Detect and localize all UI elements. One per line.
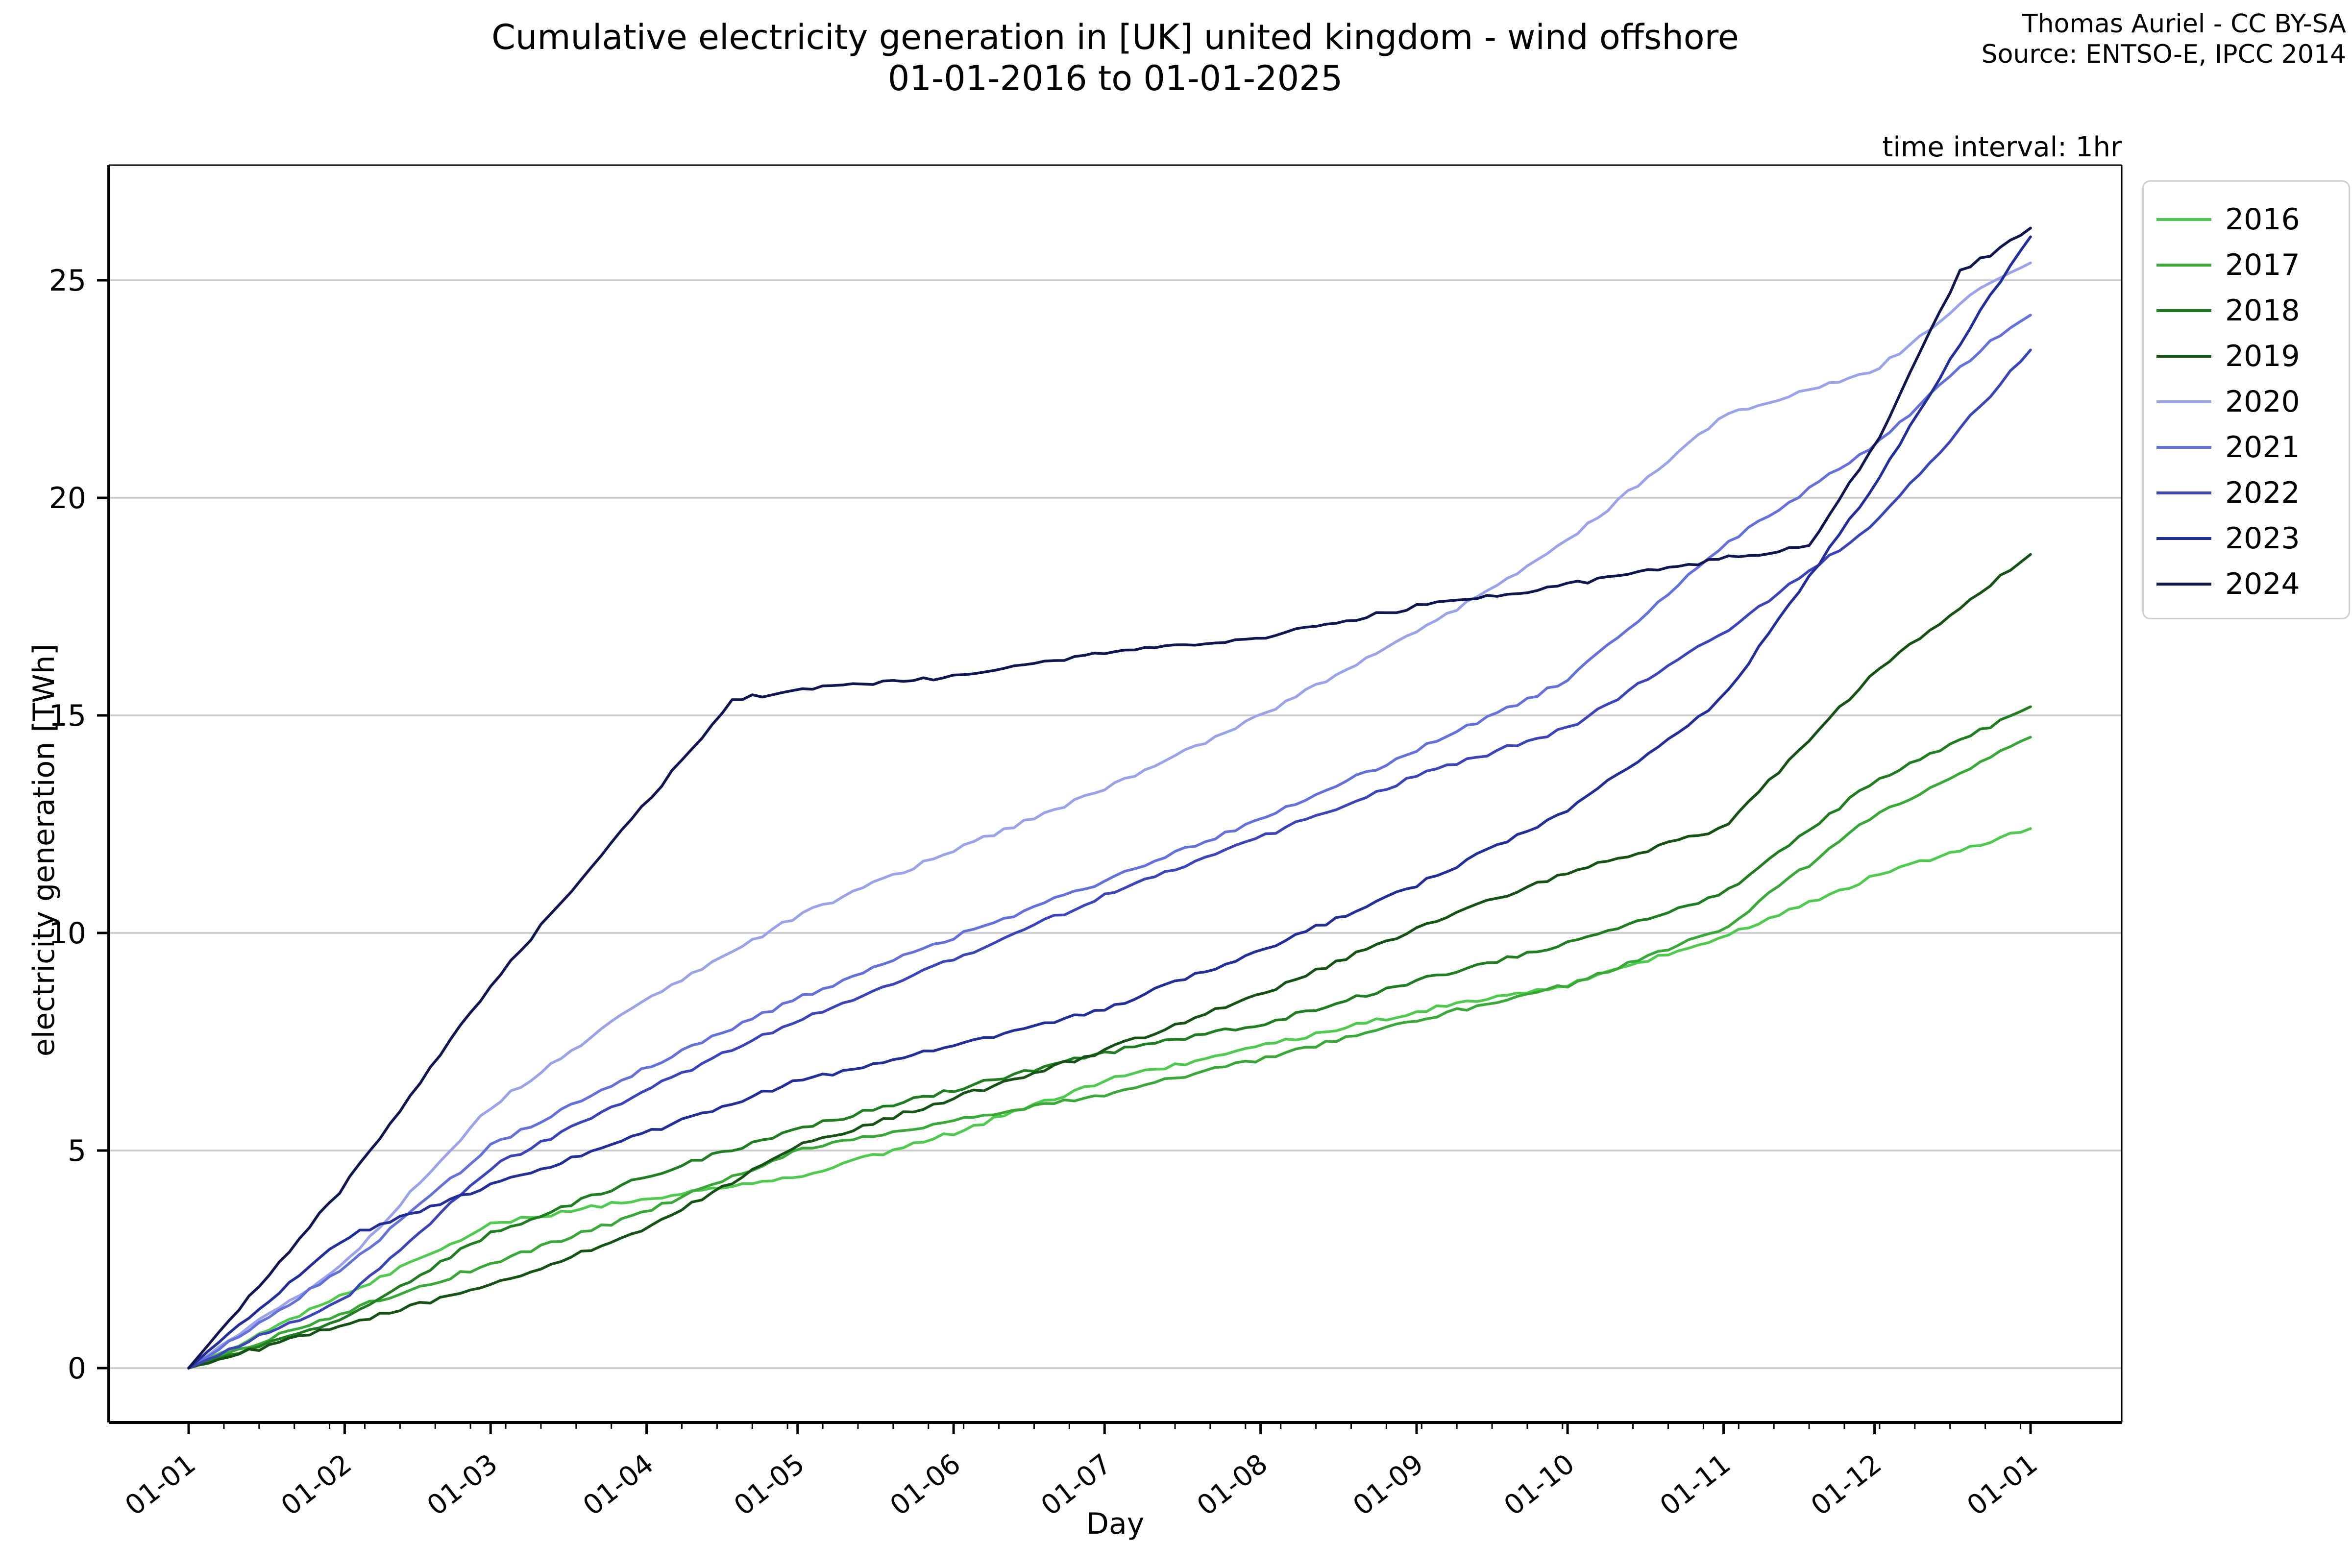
series-line-2021 — [187, 314, 2032, 1370]
time-interval-note: time interval: 1hr — [1882, 131, 2122, 163]
legend-label-2024: 2024 — [2225, 566, 2300, 601]
legend-label-2020: 2020 — [2225, 384, 2300, 419]
legend-entry-2020: 2020 — [2144, 379, 2349, 424]
xtick-label-6: 01-07 — [1035, 1448, 1118, 1522]
ytick-label-10: 10 — [49, 916, 86, 951]
legend-line-swatch-2024 — [2156, 582, 2211, 586]
xtick-label-1: 01-02 — [275, 1448, 358, 1522]
xtick-label-5: 01-06 — [884, 1448, 966, 1522]
xtick-label-4: 01-05 — [728, 1448, 810, 1522]
legend-line-swatch-2023 — [2156, 537, 2211, 540]
legend-label-2017: 2017 — [2225, 247, 2300, 282]
x-axis-label: Day — [1086, 1507, 1145, 1541]
series-line-2023 — [187, 235, 2032, 1370]
ytick-label-25: 25 — [49, 264, 86, 298]
attribution-source: Source: ENTSO-E, IPCC 2014 — [1981, 40, 2346, 69]
legend-line-swatch-2022 — [2156, 491, 2211, 494]
xtick-label-9: 01-10 — [1498, 1448, 1580, 1522]
legend-label-2018: 2018 — [2225, 293, 2300, 328]
legend-line-swatch-2017 — [2156, 263, 2211, 267]
legend-line-swatch-2020 — [2156, 400, 2211, 403]
series-line-2018 — [187, 705, 2032, 1370]
series-line-2020 — [187, 261, 2032, 1370]
xtick-label-11: 01-12 — [1805, 1448, 1887, 1522]
legend-entry-2024: 2024 — [2144, 561, 2349, 607]
xtick-label-8: 01-09 — [1347, 1448, 1429, 1522]
legend-entry-2017: 2017 — [2144, 242, 2349, 288]
ytick-label-0: 0 — [68, 1351, 86, 1386]
xtick-label-0: 01-01 — [119, 1448, 201, 1522]
series-line-2017 — [187, 735, 2032, 1370]
series-line-2024 — [187, 226, 2032, 1370]
attribution: Thomas Auriel - CC BY-SA Source: ENTSO-E… — [1982, 9, 2346, 70]
legend-line-swatch-2018 — [2156, 309, 2211, 312]
xtick-label-3: 01-04 — [577, 1448, 660, 1522]
legend-label-2019: 2019 — [2225, 339, 2300, 373]
xtick-label-2: 01-03 — [421, 1448, 504, 1522]
attribution-author: Thomas Auriel - CC BY-SA — [2022, 9, 2346, 39]
xtick-label-10: 01-11 — [1654, 1448, 1737, 1522]
legend-label-2016: 2016 — [2225, 202, 2300, 237]
chart-title-line2: 01-01-2016 to 01-01-2025 — [887, 58, 1343, 98]
ytick-label-5: 5 — [68, 1134, 86, 1168]
legend-line-swatch-2021 — [2156, 445, 2211, 449]
chart-title: Cumulative electricity generation in [UK… — [0, 17, 2230, 99]
legend-entry-2022: 2022 — [2144, 470, 2349, 515]
xtick-label-7: 01-08 — [1191, 1448, 1274, 1522]
legend-entry-2023: 2023 — [2144, 515, 2349, 561]
legend-entry-2021: 2021 — [2144, 424, 2349, 470]
legend-line-swatch-2019 — [2156, 354, 2211, 358]
chart-title-line1: Cumulative electricity generation in [UK… — [491, 17, 1739, 57]
series-line-2022 — [187, 348, 2032, 1370]
legend-entry-2016: 2016 — [2144, 196, 2349, 242]
xtick-label-12: 01-01 — [1961, 1448, 2043, 1522]
legend-line-swatch-2016 — [2156, 218, 2211, 221]
ytick-label-15: 15 — [49, 699, 86, 733]
legend-entry-2019: 2019 — [2144, 333, 2349, 379]
legend-label-2021: 2021 — [2225, 430, 2300, 465]
ytick-label-20: 20 — [49, 481, 86, 515]
legend-label-2023: 2023 — [2225, 521, 2300, 556]
series-line-2016 — [187, 827, 2032, 1370]
legend-box: 2016 2017 2018 2019 2020 2021 2022 2023 2024 — [2142, 180, 2350, 619]
legend-entry-2018: 2018 — [2144, 288, 2349, 333]
series-line-2019 — [187, 553, 2032, 1370]
legend-label-2022: 2022 — [2225, 475, 2300, 510]
